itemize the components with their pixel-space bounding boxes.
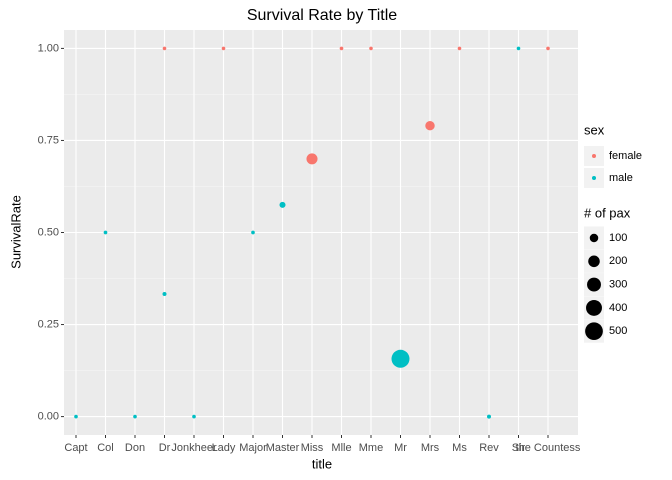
x-tick-label: Col	[97, 442, 114, 454]
point	[516, 46, 521, 51]
x-tick-label: Jonkheer	[171, 442, 217, 454]
x-tick-label: Mrs	[421, 442, 440, 454]
legend-label: male	[609, 172, 633, 184]
point	[487, 414, 491, 419]
point	[546, 46, 550, 51]
size-legend-label: 200	[609, 255, 627, 267]
point	[306, 153, 318, 165]
y-tick-label: 0.50	[38, 226, 59, 238]
size-legend-symbol	[587, 277, 601, 292]
size-legend-symbol	[588, 255, 600, 268]
size-legend-label: 100	[609, 232, 627, 244]
legend-symbol	[592, 154, 596, 158]
point	[192, 414, 196, 419]
y-tick-label: 1.00	[38, 42, 59, 54]
size-legend-label: 500	[609, 325, 627, 337]
x-tick-label: Major	[239, 442, 267, 454]
y-tick-label: 0.25	[38, 318, 59, 330]
legend-label: female	[609, 150, 642, 162]
x-tick-label: Mme	[359, 442, 383, 454]
point	[103, 230, 108, 235]
size-legend-label: 300	[609, 279, 627, 291]
point	[162, 291, 167, 296]
point	[74, 414, 78, 419]
point	[251, 230, 255, 235]
x-tick-label: Mr	[394, 442, 407, 454]
legend-title: sex	[584, 122, 605, 137]
x-tick-label: Master	[266, 442, 300, 454]
x-tick-label: Don	[125, 442, 145, 454]
point	[457, 46, 462, 51]
x-axis-title: title	[312, 456, 332, 471]
x-tick-label: Lady	[212, 442, 236, 454]
x-tick-label: Dr	[159, 442, 171, 454]
x-tick-label: Rev	[479, 442, 499, 454]
point	[391, 349, 410, 368]
x-tick-label: Mlle	[331, 442, 351, 454]
y-tick-label: 0.75	[38, 134, 59, 146]
x-tick-label: Miss	[301, 442, 324, 454]
x-tick-label: Capt	[64, 442, 87, 454]
point	[162, 46, 167, 51]
size-legend-symbol	[585, 322, 603, 341]
x-tick-label: Ms	[452, 442, 467, 454]
point	[339, 46, 344, 51]
y-axis-title: SurvivalRate	[8, 195, 23, 269]
chart-title: Survival Rate by Title	[247, 7, 397, 24]
legend-symbol	[592, 176, 596, 180]
point	[425, 121, 435, 131]
y-tick-label: 0.00	[38, 410, 59, 422]
size-legend-title: # of pax	[584, 205, 631, 220]
point	[279, 201, 286, 208]
x-tick-label: Sir	[512, 442, 526, 454]
size-legend-symbol	[586, 299, 602, 316]
x-tick-label: the Countess	[516, 442, 581, 454]
size-legend-symbol	[589, 233, 599, 243]
size-legend-label: 400	[609, 302, 627, 314]
point	[221, 46, 226, 51]
point	[133, 414, 137, 419]
point	[369, 46, 373, 51]
